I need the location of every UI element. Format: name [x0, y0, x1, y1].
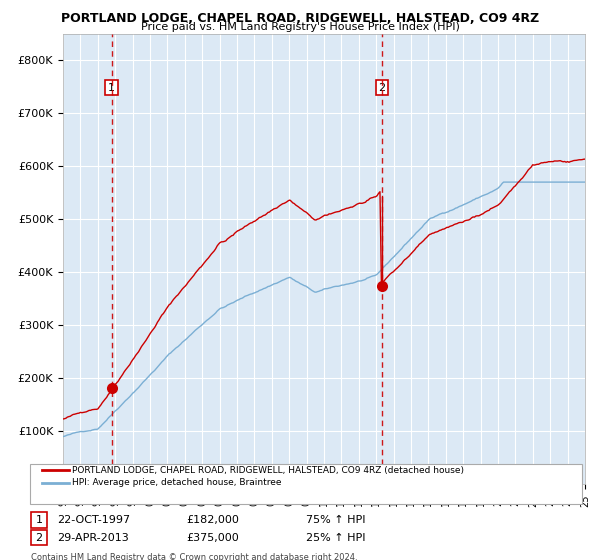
Text: 1: 1 [35, 515, 43, 525]
Text: 75% ↑ HPI: 75% ↑ HPI [306, 515, 365, 525]
Text: 25% ↑ HPI: 25% ↑ HPI [306, 533, 365, 543]
Text: PORTLAND LODGE, CHAPEL ROAD, RIDGEWELL, HALSTEAD, CO9 4RZ: PORTLAND LODGE, CHAPEL ROAD, RIDGEWELL, … [61, 12, 539, 25]
Text: 22-OCT-1997: 22-OCT-1997 [57, 515, 130, 525]
Text: PORTLAND LODGE, CHAPEL ROAD, RIDGEWELL, HALSTEAD, CO9 4RZ (detached house): PORTLAND LODGE, CHAPEL ROAD, RIDGEWELL, … [72, 466, 464, 475]
Text: HPI: Average price, detached house, Braintree: HPI: Average price, detached house, Brai… [72, 478, 281, 487]
Text: £182,000: £182,000 [186, 515, 239, 525]
Text: £375,000: £375,000 [186, 533, 239, 543]
Text: 29-APR-2013: 29-APR-2013 [57, 533, 129, 543]
Text: Price paid vs. HM Land Registry's House Price Index (HPI): Price paid vs. HM Land Registry's House … [140, 22, 460, 32]
Text: 2: 2 [379, 83, 386, 93]
Text: 2: 2 [35, 533, 43, 543]
Text: 1: 1 [108, 83, 115, 93]
Text: Contains HM Land Registry data © Crown copyright and database right 2024.
This d: Contains HM Land Registry data © Crown c… [31, 553, 358, 560]
